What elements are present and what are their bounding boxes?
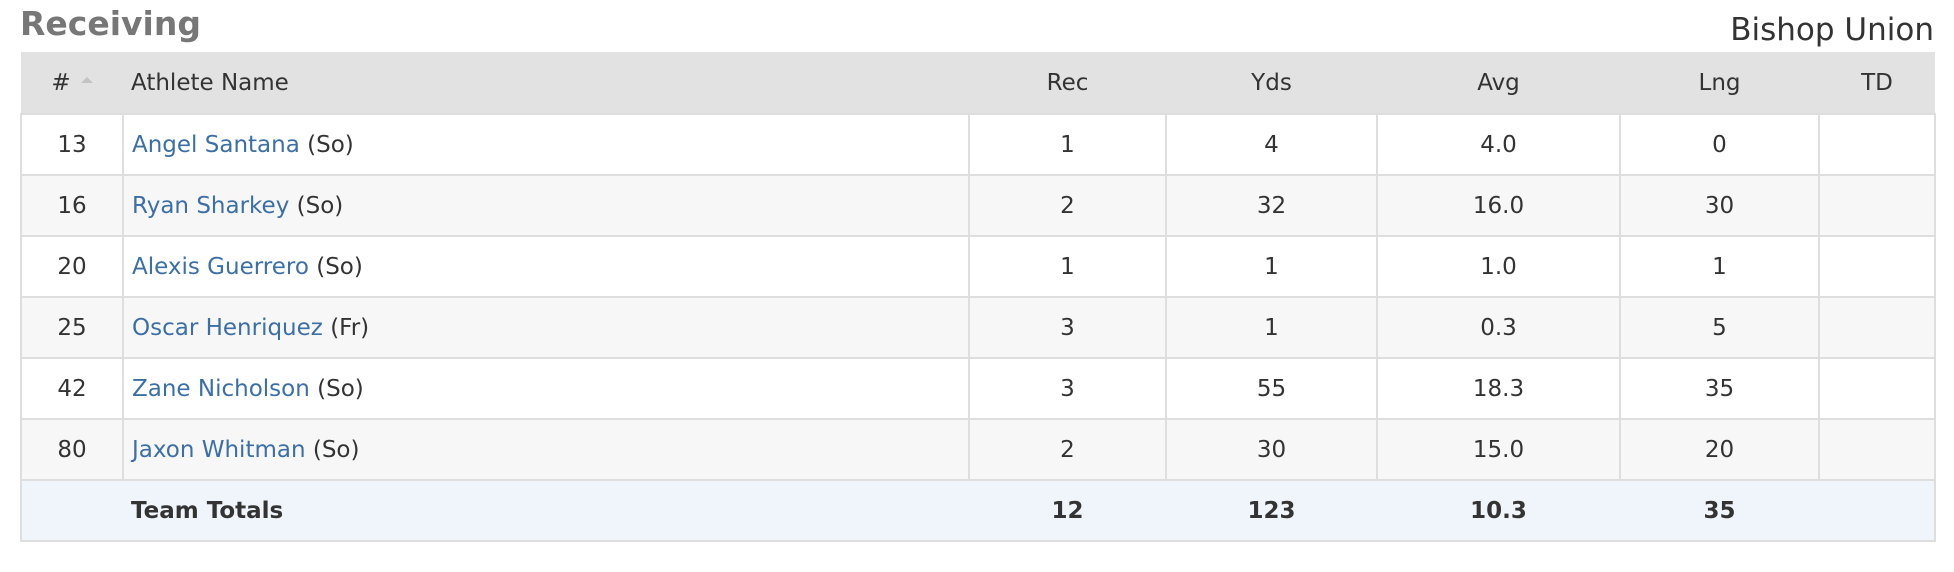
cell-avg: 15.0 xyxy=(1376,418,1621,481)
column-header-rec[interactable]: Rec xyxy=(969,52,1166,114)
table-row: 13 Angel Santana (So) 1 4 4.0 0 xyxy=(20,113,1936,176)
cell-td xyxy=(1818,174,1936,237)
table-row: 80 Jaxon Whitman (So) 2 30 15.0 20 xyxy=(20,418,1936,481)
cell-td xyxy=(1818,296,1936,359)
athlete-link[interactable]: Alexis Guerrero xyxy=(132,253,309,280)
total-lng: 35 xyxy=(1620,479,1819,542)
cell-td xyxy=(1818,235,1936,298)
cell-lng: 0 xyxy=(1619,113,1820,176)
column-header-number-label: # xyxy=(51,69,71,96)
column-header-avg[interactable]: Avg xyxy=(1377,52,1620,114)
cell-athlete: Angel Santana (So) xyxy=(122,113,970,176)
cell-number: 80 xyxy=(20,418,124,481)
cell-lng: 30 xyxy=(1619,174,1820,237)
cell-yds: 1 xyxy=(1165,235,1378,298)
cell-avg: 16.0 xyxy=(1376,174,1621,237)
column-header-number[interactable]: # xyxy=(21,52,123,114)
athlete-link[interactable]: Angel Santana xyxy=(132,131,300,158)
column-header-athlete[interactable]: Athlete Name xyxy=(123,52,969,114)
athlete-link[interactable]: Zane Nicholson xyxy=(132,375,310,402)
athlete-year: (So) xyxy=(307,131,354,158)
cell-number: 20 xyxy=(20,235,124,298)
cell-rec: 2 xyxy=(968,174,1167,237)
cell-rec: 1 xyxy=(968,235,1167,298)
cell-number: 42 xyxy=(20,357,124,420)
cell-yds: 4 xyxy=(1165,113,1378,176)
cell-rec: 2 xyxy=(968,418,1167,481)
total-avg: 10.3 xyxy=(1377,479,1620,542)
total-td xyxy=(1819,479,1936,542)
cell-rec: 3 xyxy=(968,357,1167,420)
cell-td xyxy=(1818,113,1936,176)
cell-avg: 1.0 xyxy=(1376,235,1621,298)
column-header-lng[interactable]: Lng xyxy=(1620,52,1819,114)
table-row: 20 Alexis Guerrero (So) 1 1 1.0 1 xyxy=(20,235,1936,298)
cell-lng: 35 xyxy=(1619,357,1820,420)
cell-athlete: Ryan Sharkey (So) xyxy=(122,174,970,237)
team-name: Bishop Union xyxy=(1730,12,1934,48)
cell-rec: 3 xyxy=(968,296,1167,359)
cell-td xyxy=(1818,418,1936,481)
cell-athlete: Jaxon Whitman (So) xyxy=(122,418,970,481)
column-header-td[interactable]: TD xyxy=(1819,52,1935,114)
cell-lng: 1 xyxy=(1619,235,1820,298)
athlete-link[interactable]: Jaxon Whitman xyxy=(132,436,306,463)
athlete-year: (So) xyxy=(316,253,363,280)
receiving-stats-table: # Athlete Name Rec Yds Avg Lng TD 13 Ang… xyxy=(20,52,1936,542)
total-yds: 123 xyxy=(1166,479,1377,542)
cell-yds: 32 xyxy=(1165,174,1378,237)
athlete-link[interactable]: Ryan Sharkey xyxy=(132,192,290,219)
cell-yds: 55 xyxy=(1165,357,1378,420)
cell-athlete: Zane Nicholson (So) xyxy=(122,357,970,420)
cell-rec: 1 xyxy=(968,113,1167,176)
cell-yds: 1 xyxy=(1165,296,1378,359)
cell-avg: 4.0 xyxy=(1376,113,1621,176)
athlete-link[interactable]: Oscar Henriquez xyxy=(132,314,323,341)
team-totals-row: Team Totals 12 123 10.3 35 xyxy=(20,479,1936,542)
athlete-year: (So) xyxy=(296,192,344,219)
athlete-year: (Fr) xyxy=(330,314,370,341)
total-rec: 12 xyxy=(969,479,1166,542)
section-title: Receiving xyxy=(20,4,201,43)
cell-number: 25 xyxy=(20,296,124,359)
cell-yds: 30 xyxy=(1165,418,1378,481)
cell-athlete: Oscar Henriquez (Fr) xyxy=(122,296,970,359)
cell-avg: 0.3 xyxy=(1376,296,1621,359)
cell-athlete: Alexis Guerrero (So) xyxy=(122,235,970,298)
table-row: 16 Ryan Sharkey (So) 2 32 16.0 30 xyxy=(20,174,1936,237)
sort-ascending-icon xyxy=(80,77,93,83)
athlete-year: (So) xyxy=(317,375,364,402)
cell-lng: 5 xyxy=(1619,296,1820,359)
cell-lng: 20 xyxy=(1619,418,1820,481)
cell-avg: 18.3 xyxy=(1376,357,1621,420)
team-totals-label: Team Totals xyxy=(123,479,969,542)
cell-number: 13 xyxy=(20,113,124,176)
table-row: 25 Oscar Henriquez (Fr) 3 1 0.3 5 xyxy=(20,296,1936,359)
cell-td xyxy=(1818,357,1936,420)
cell-number: 16 xyxy=(20,174,124,237)
athlete-year: (So) xyxy=(312,436,360,463)
table-header-row: # Athlete Name Rec Yds Avg Lng TD xyxy=(21,52,1935,114)
column-header-yds[interactable]: Yds xyxy=(1166,52,1377,114)
cell-number-empty xyxy=(20,479,123,542)
table-row: 42 Zane Nicholson (So) 3 55 18.3 35 xyxy=(20,357,1936,420)
